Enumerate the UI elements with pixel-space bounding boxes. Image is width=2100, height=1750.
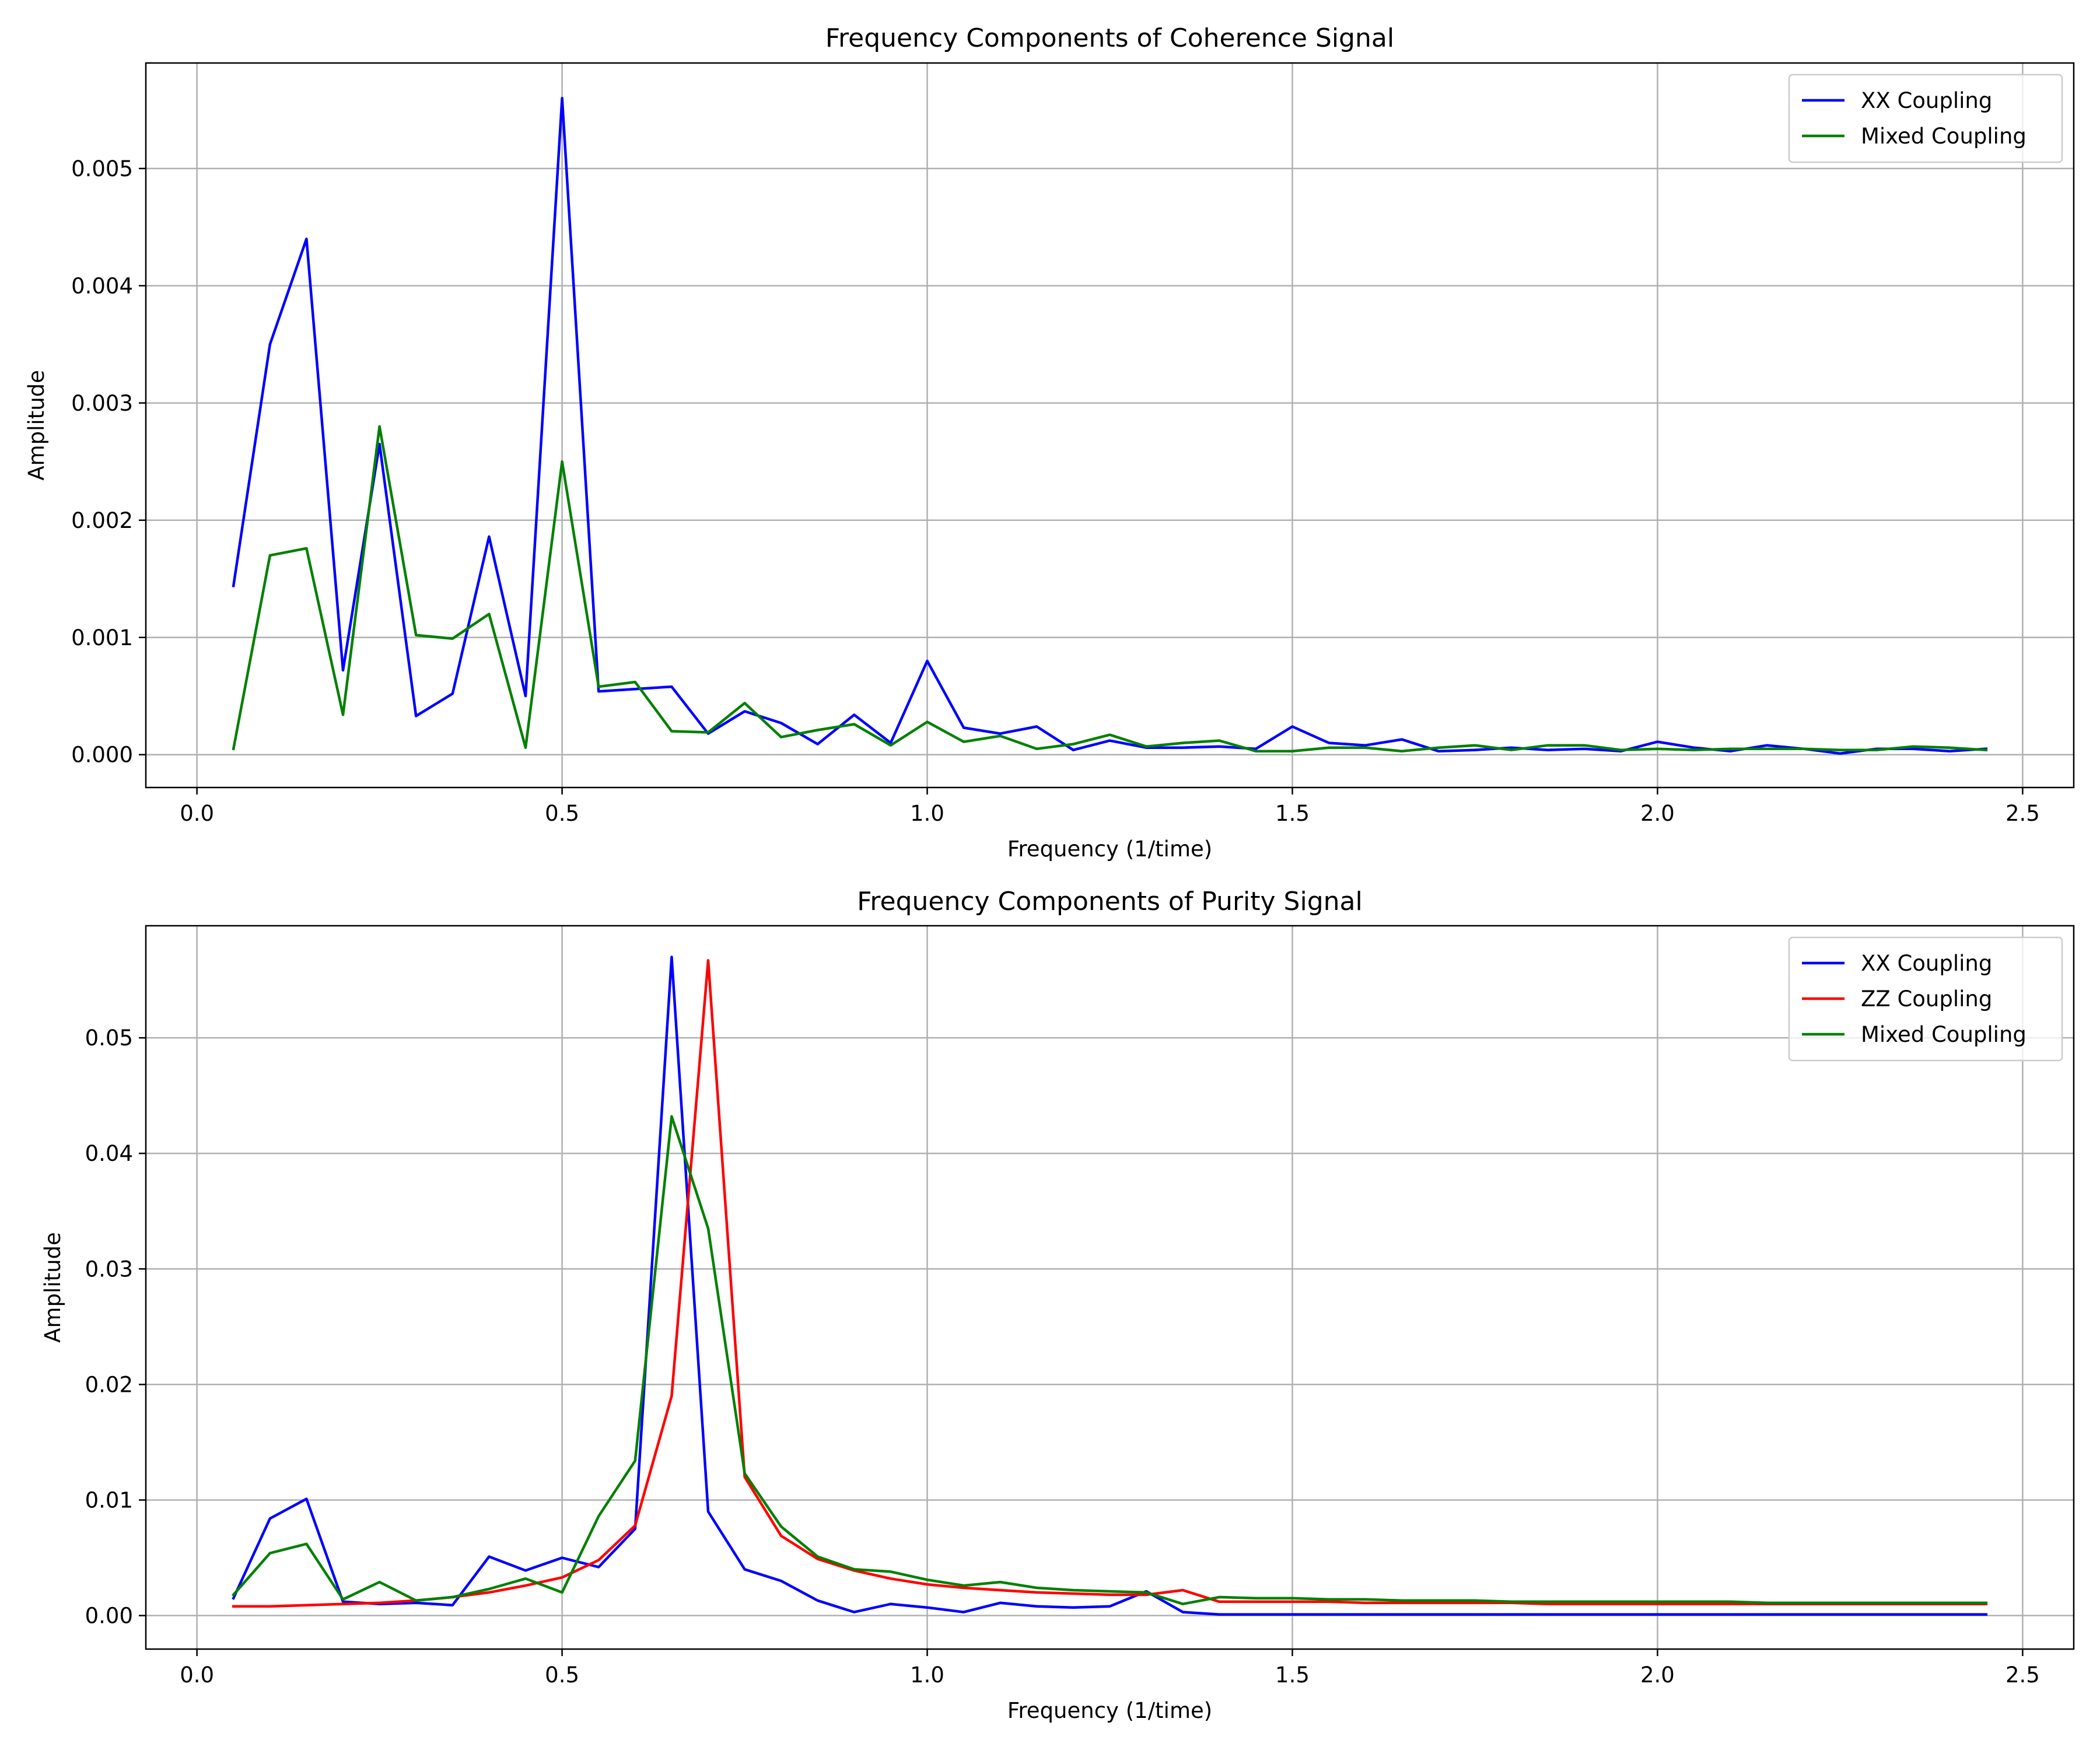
x-tick-label: 2.5 bbox=[2006, 801, 2040, 826]
x-tick-label: 0.5 bbox=[545, 801, 579, 826]
x-tick-label: 2.0 bbox=[1640, 1662, 1675, 1688]
y-tick-label: 0.00 bbox=[85, 1604, 133, 1629]
y-axis-label: Amplitude bbox=[24, 370, 49, 481]
legend: XX Coupling ZZ Coupling Mixed Coupling bbox=[1788, 936, 2063, 1062]
legend-box bbox=[1788, 74, 2063, 163]
y-axis-label: Amplitude bbox=[40, 1232, 65, 1343]
y-tick-label: 0.002 bbox=[71, 508, 133, 533]
series-line-zz-coupling bbox=[232, 959, 1988, 1608]
y-tick-label: 0.004 bbox=[71, 274, 133, 299]
series-line-xx-coupling bbox=[232, 97, 1988, 755]
x-tick-label: 1.0 bbox=[910, 1662, 944, 1688]
series-line-mixed-coupling bbox=[232, 425, 1988, 752]
y-tick-label: 0.001 bbox=[71, 625, 133, 650]
y-tick-label: 0.04 bbox=[85, 1141, 133, 1166]
legend: XX Coupling Mixed Coupling bbox=[1788, 74, 2063, 163]
legend-label: Mixed Coupling bbox=[1861, 1022, 2027, 1047]
chart-title: Frequency Components of Coherence Signal bbox=[825, 23, 1394, 53]
x-axis-label: Frequency (1/time) bbox=[1007, 1698, 1212, 1723]
x-tick-label: 2.5 bbox=[2006, 1662, 2040, 1688]
series-line-mixed-coupling bbox=[232, 1115, 1988, 1605]
legend-label: XX Coupling bbox=[1861, 88, 1992, 113]
y-tick-label: 0.000 bbox=[71, 743, 133, 768]
x-tick-label: 1.0 bbox=[910, 801, 944, 826]
legend-label: Mixed Coupling bbox=[1861, 124, 2027, 149]
y-tick-label: 0.02 bbox=[85, 1372, 133, 1397]
y-tick-label: 0.003 bbox=[71, 391, 133, 416]
x-tick-label: 0.0 bbox=[180, 1662, 214, 1688]
x-tick-label: 1.5 bbox=[1275, 1662, 1310, 1688]
legend-label: ZZ Coupling bbox=[1861, 986, 1992, 1012]
chart-panel-1: 0.0 0.5 1.0 1.5 2.0 2.5 0.00 0.01 0.02 0.03 0.04 0.… bbox=[40, 887, 2075, 1723]
legend-box bbox=[1788, 936, 2063, 1062]
y-tick-label: 0.005 bbox=[71, 156, 133, 181]
plot-area bbox=[146, 63, 2074, 788]
x-tick-label: 2.0 bbox=[1640, 801, 1675, 826]
x-tick-label: 1.5 bbox=[1275, 801, 1310, 826]
y-tick-label: 0.05 bbox=[85, 1026, 133, 1051]
legend-label: XX Coupling bbox=[1861, 951, 1992, 976]
y-tick-label: 0.01 bbox=[85, 1488, 133, 1513]
axes-frame bbox=[145, 925, 2075, 1650]
x-axis-label: Frequency (1/time) bbox=[1007, 836, 1212, 862]
x-tick-label: 0.0 bbox=[180, 801, 214, 826]
y-tick-label: 0.03 bbox=[85, 1256, 133, 1282]
axes-frame bbox=[145, 62, 2075, 789]
series-line-xx-coupling bbox=[232, 956, 1988, 1616]
x-tick-label: 0.5 bbox=[545, 1662, 579, 1688]
chart-panel-0: 0.0 0.5 1.0 1.5 2.0 2.5 0.000 0.001 0.002 0.003 0.… bbox=[24, 23, 2075, 862]
chart-title: Frequency Components of Purity Signal bbox=[857, 887, 1362, 916]
plot-area bbox=[146, 926, 2074, 1649]
